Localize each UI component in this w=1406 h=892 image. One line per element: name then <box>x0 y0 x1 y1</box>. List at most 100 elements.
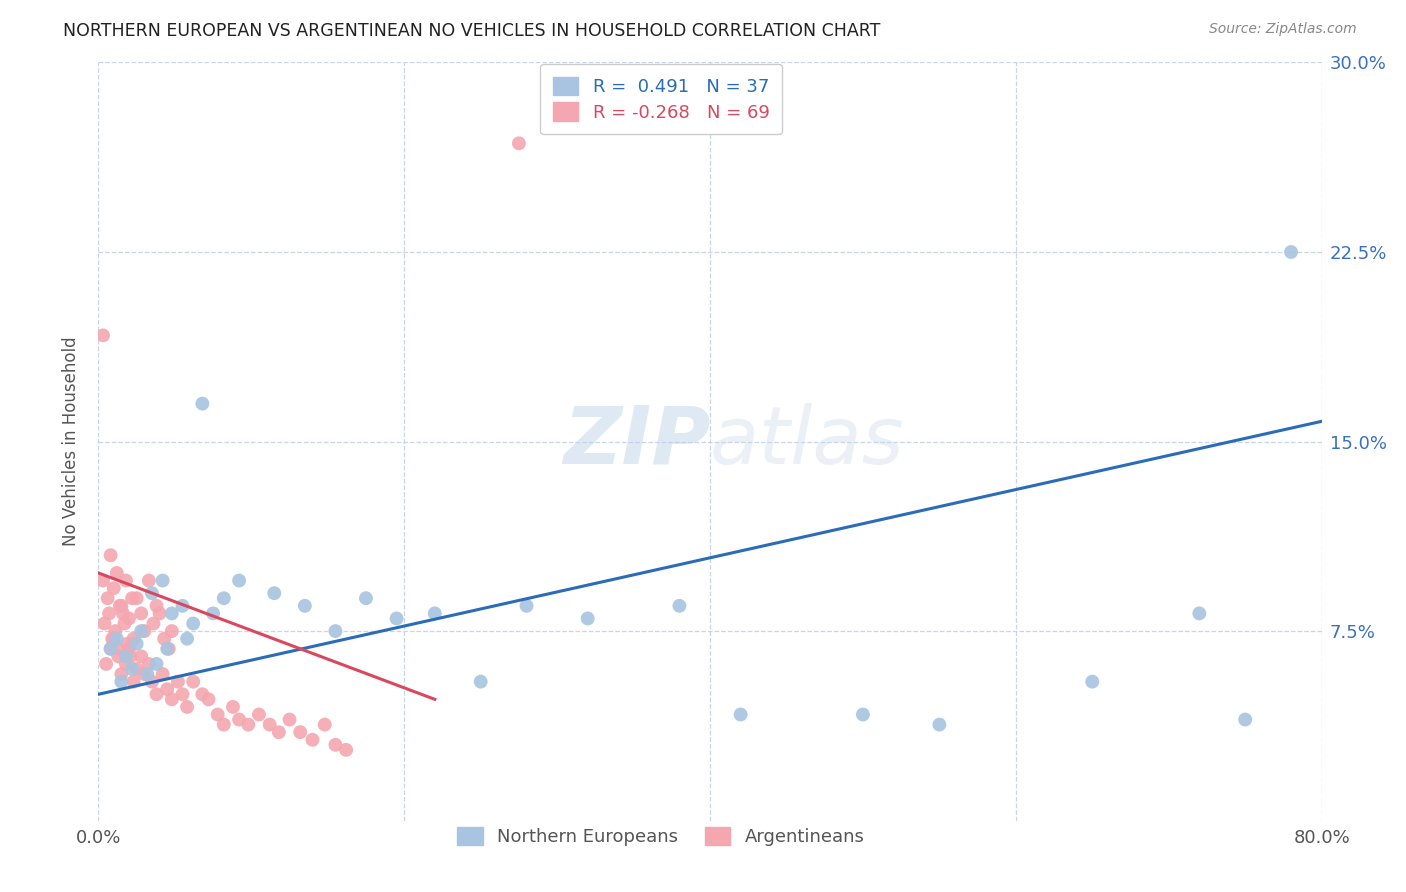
Point <box>94 657 117 671</box>
Point <box>122 632 145 646</box>
Point <box>141 586 163 600</box>
Point <box>91 574 114 588</box>
Point <box>294 599 316 613</box>
Point <box>121 662 143 676</box>
Point <box>668 599 690 613</box>
Point <box>191 396 214 410</box>
Point <box>136 667 159 681</box>
Point <box>129 607 152 621</box>
Text: Source: ZipAtlas.com: Source: ZipAtlas.com <box>1209 22 1357 37</box>
Point <box>108 599 131 613</box>
Point <box>160 624 183 639</box>
Point <box>100 641 122 656</box>
Point <box>228 574 250 588</box>
Point <box>145 687 167 701</box>
Point <box>138 574 160 588</box>
Point <box>156 682 179 697</box>
Point <box>125 662 148 676</box>
Point <box>176 699 198 714</box>
Point <box>142 616 165 631</box>
Point <box>120 649 142 664</box>
Point <box>156 641 179 656</box>
Point <box>103 632 125 646</box>
Point <box>172 687 194 701</box>
Y-axis label: No Vehicles in Household: No Vehicles in Household <box>62 336 80 547</box>
Point <box>176 632 198 646</box>
Point <box>110 674 132 689</box>
Point <box>191 687 214 701</box>
Text: atlas: atlas <box>710 402 905 481</box>
Point <box>228 713 250 727</box>
Point <box>121 591 143 606</box>
Point <box>354 591 377 606</box>
Point <box>145 657 167 671</box>
Point <box>125 591 148 606</box>
Point <box>202 607 225 621</box>
Point <box>423 607 446 621</box>
Point <box>91 328 114 343</box>
Point <box>145 599 167 613</box>
Point <box>160 607 183 621</box>
Point <box>141 674 163 689</box>
Legend: Northern Europeans, Argentineans: Northern Europeans, Argentineans <box>450 820 872 854</box>
Point <box>100 548 122 563</box>
Point <box>98 607 121 621</box>
Text: ZIP: ZIP <box>562 402 710 481</box>
Point <box>325 624 347 639</box>
Point <box>129 624 152 639</box>
Point <box>107 649 129 664</box>
Point <box>134 667 156 681</box>
Point <box>212 717 235 731</box>
Point <box>104 624 127 639</box>
Point <box>115 657 138 671</box>
Point <box>222 699 245 714</box>
Point <box>149 607 172 621</box>
Point <box>100 641 122 656</box>
Point <box>107 641 129 656</box>
Point <box>103 581 125 595</box>
Point <box>247 707 270 722</box>
Point <box>508 136 530 151</box>
Point <box>111 607 134 621</box>
Point <box>117 637 139 651</box>
Point <box>267 725 290 739</box>
Point <box>105 632 128 646</box>
Point <box>263 586 285 600</box>
Point <box>118 611 141 625</box>
Point <box>314 717 336 731</box>
Point <box>110 599 132 613</box>
Point <box>152 667 174 681</box>
Point <box>125 637 148 651</box>
Point <box>181 616 204 631</box>
Point <box>105 566 128 580</box>
Point <box>516 599 538 613</box>
Point <box>115 649 138 664</box>
Point <box>1279 244 1302 259</box>
Point <box>259 717 281 731</box>
Point <box>110 667 132 681</box>
Point <box>278 713 301 727</box>
Point <box>118 641 141 656</box>
Point <box>93 616 115 631</box>
Point <box>152 574 174 588</box>
Point <box>97 591 120 606</box>
Point <box>385 611 408 625</box>
Point <box>335 743 357 757</box>
Point <box>470 674 492 689</box>
Point <box>153 632 176 646</box>
Point <box>101 632 124 646</box>
Point <box>181 674 204 689</box>
Point <box>138 657 160 671</box>
Point <box>1234 713 1257 727</box>
Point <box>325 738 347 752</box>
Point <box>115 574 138 588</box>
Point <box>1188 607 1211 621</box>
Point <box>730 707 752 722</box>
Point <box>290 725 312 739</box>
Text: NORTHERN EUROPEAN VS ARGENTINEAN NO VEHICLES IN HOUSEHOLD CORRELATION CHART: NORTHERN EUROPEAN VS ARGENTINEAN NO VEHI… <box>63 22 880 40</box>
Point <box>1081 674 1104 689</box>
Point <box>928 717 950 731</box>
Point <box>576 611 599 625</box>
Point <box>167 674 190 689</box>
Point <box>238 717 260 731</box>
